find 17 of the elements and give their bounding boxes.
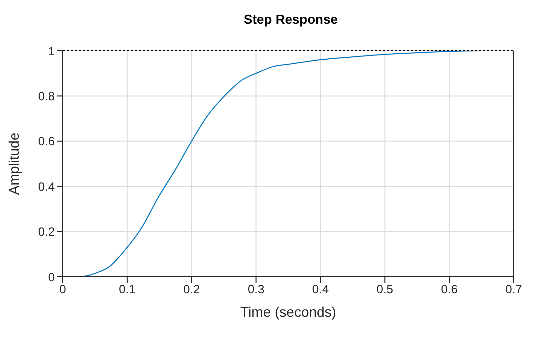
- y-axis-title: Amplitude: [6, 132, 22, 196]
- y-tick-label: 1: [48, 44, 56, 58]
- x-tick-label: 0: [60, 282, 67, 297]
- x-tick-label: 0.7: [506, 282, 523, 297]
- y-tick-label: 0.2: [38, 225, 56, 240]
- x-tick-label: 0.6: [441, 282, 458, 297]
- x-tick-label: 0.2: [184, 282, 201, 297]
- y-tick-label: 0.8: [38, 89, 56, 104]
- y-tick-label: 0.6: [38, 134, 56, 149]
- y-tick-label: 0: [48, 270, 56, 284]
- chart-title: Step Response: [243, 11, 339, 29]
- x-axis-title: Time (seconds): [240, 304, 336, 320]
- x-tick-label: 0.5: [376, 282, 394, 297]
- y-tick-label: 0.4: [38, 180, 56, 194]
- x-tick-label: 0.3: [248, 282, 265, 297]
- x-tick-label: 0.1: [119, 282, 136, 297]
- x-tick-label: 0.4: [312, 282, 330, 297]
